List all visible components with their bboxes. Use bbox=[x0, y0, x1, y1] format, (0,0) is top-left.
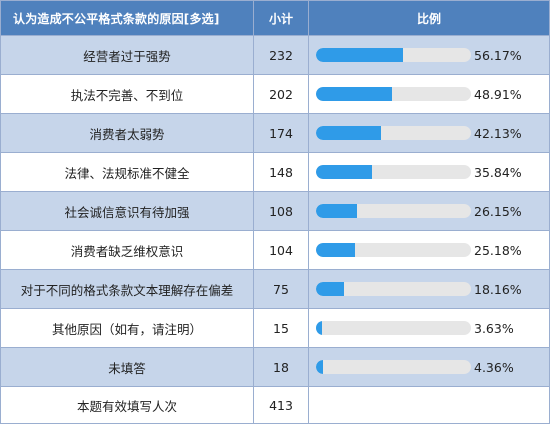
table-row: 执法不完善、不到位 202 48.91% bbox=[0, 74, 550, 114]
option-count: 232 bbox=[253, 35, 309, 75]
ratio-bar-group: 25.18% bbox=[309, 231, 549, 269]
progress-bar-fill bbox=[316, 126, 382, 140]
progress-bar-track bbox=[316, 87, 471, 101]
option-label: 执法不完善、不到位 bbox=[0, 74, 254, 114]
percent-label: 26.15% bbox=[474, 203, 522, 219]
progress-bar-track bbox=[316, 204, 471, 218]
option-count: 174 bbox=[253, 113, 309, 153]
progress-bar-fill bbox=[316, 360, 323, 374]
percent-label: 4.36% bbox=[474, 359, 514, 375]
option-count: 75 bbox=[253, 269, 309, 309]
option-ratio: 26.15% bbox=[308, 191, 550, 231]
progress-bar-track bbox=[316, 321, 471, 335]
table-row: 社会诚信意识有待加强 108 26.15% bbox=[0, 191, 550, 231]
header-count: 小计 bbox=[253, 0, 309, 36]
table-row: 经营者过于强势 232 56.17% bbox=[0, 35, 550, 75]
progress-bar-track bbox=[316, 126, 471, 140]
option-label: 社会诚信意识有待加强 bbox=[0, 191, 254, 231]
ratio-bar-group: 35.84% bbox=[309, 153, 549, 191]
option-label: 消费者太弱势 bbox=[0, 113, 254, 153]
progress-bar-fill bbox=[316, 165, 372, 179]
header-ratio: 比例 bbox=[308, 0, 550, 36]
option-count: 18 bbox=[253, 347, 309, 387]
percent-label: 3.63% bbox=[474, 320, 514, 336]
progress-bar-fill bbox=[316, 87, 392, 101]
ratio-bar-group: 4.36% bbox=[309, 348, 549, 386]
table-row: 未填答 18 4.36% bbox=[0, 347, 550, 387]
percent-label: 56.17% bbox=[474, 47, 522, 63]
ratio-bar-group: 48.91% bbox=[309, 75, 549, 113]
progress-bar-track bbox=[316, 243, 471, 257]
option-label: 其他原因（如有，请注明） bbox=[0, 308, 254, 348]
table-row: 消费者缺乏维权意识 104 25.18% bbox=[0, 230, 550, 270]
option-count: 148 bbox=[253, 152, 309, 192]
header-option: 认为造成不公平格式条款的原因[多选] bbox=[0, 0, 254, 36]
ratio-bar-group: 42.13% bbox=[309, 114, 549, 152]
option-count: 104 bbox=[253, 230, 309, 270]
table-row: 对于不同的格式条款文本理解存在偏差 75 18.16% bbox=[0, 269, 550, 309]
progress-bar-fill bbox=[316, 321, 322, 335]
percent-label: 48.91% bbox=[474, 86, 522, 102]
table-footer-row: 本题有效填写人次 413 bbox=[0, 386, 550, 424]
table-row: 其他原因（如有，请注明） 15 3.63% bbox=[0, 308, 550, 348]
ratio-bar-group: 26.15% bbox=[309, 192, 549, 230]
percent-label: 25.18% bbox=[474, 242, 522, 258]
option-label: 未填答 bbox=[0, 347, 254, 387]
footer-label: 本题有效填写人次 bbox=[0, 386, 254, 424]
ratio-bar-group: 56.17% bbox=[309, 36, 549, 74]
option-ratio: 35.84% bbox=[308, 152, 550, 192]
percent-label: 42.13% bbox=[474, 125, 522, 141]
table-body: 经营者过于强势 232 56.17% 执法不完善、不到位 202 48.91% 消费者太弱势… bbox=[0, 35, 550, 424]
percent-label: 35.84% bbox=[474, 164, 522, 180]
option-ratio: 4.36% bbox=[308, 347, 550, 387]
option-count: 15 bbox=[253, 308, 309, 348]
progress-bar-track bbox=[316, 48, 471, 62]
ratio-bar-group: 18.16% bbox=[309, 270, 549, 308]
progress-bar-fill bbox=[316, 243, 356, 257]
option-label: 消费者缺乏维权意识 bbox=[0, 230, 254, 270]
progress-bar-track bbox=[316, 282, 471, 296]
option-count: 202 bbox=[253, 74, 309, 114]
progress-bar-track bbox=[316, 165, 471, 179]
progress-bar-fill bbox=[316, 282, 345, 296]
table-header-row: 认为造成不公平格式条款的原因[多选] 小计 比例 bbox=[0, 0, 550, 36]
option-count: 108 bbox=[253, 191, 309, 231]
progress-bar-fill bbox=[316, 204, 357, 218]
option-label: 经营者过于强势 bbox=[0, 35, 254, 75]
ratio-bar-group: 3.63% bbox=[309, 309, 549, 347]
percent-label: 18.16% bbox=[474, 281, 522, 297]
footer-empty-cell bbox=[308, 386, 550, 424]
option-label: 对于不同的格式条款文本理解存在偏差 bbox=[0, 269, 254, 309]
option-ratio: 25.18% bbox=[308, 230, 550, 270]
progress-bar-fill bbox=[316, 48, 404, 62]
option-ratio: 48.91% bbox=[308, 74, 550, 114]
option-ratio: 3.63% bbox=[308, 308, 550, 348]
option-ratio: 18.16% bbox=[308, 269, 550, 309]
table-row: 消费者太弱势 174 42.13% bbox=[0, 113, 550, 153]
option-ratio: 42.13% bbox=[308, 113, 550, 153]
option-ratio: 56.17% bbox=[308, 35, 550, 75]
table-row: 法律、法规标准不健全 148 35.84% bbox=[0, 152, 550, 192]
progress-bar-track bbox=[316, 360, 471, 374]
option-label: 法律、法规标准不健全 bbox=[0, 152, 254, 192]
footer-count: 413 bbox=[253, 386, 309, 424]
